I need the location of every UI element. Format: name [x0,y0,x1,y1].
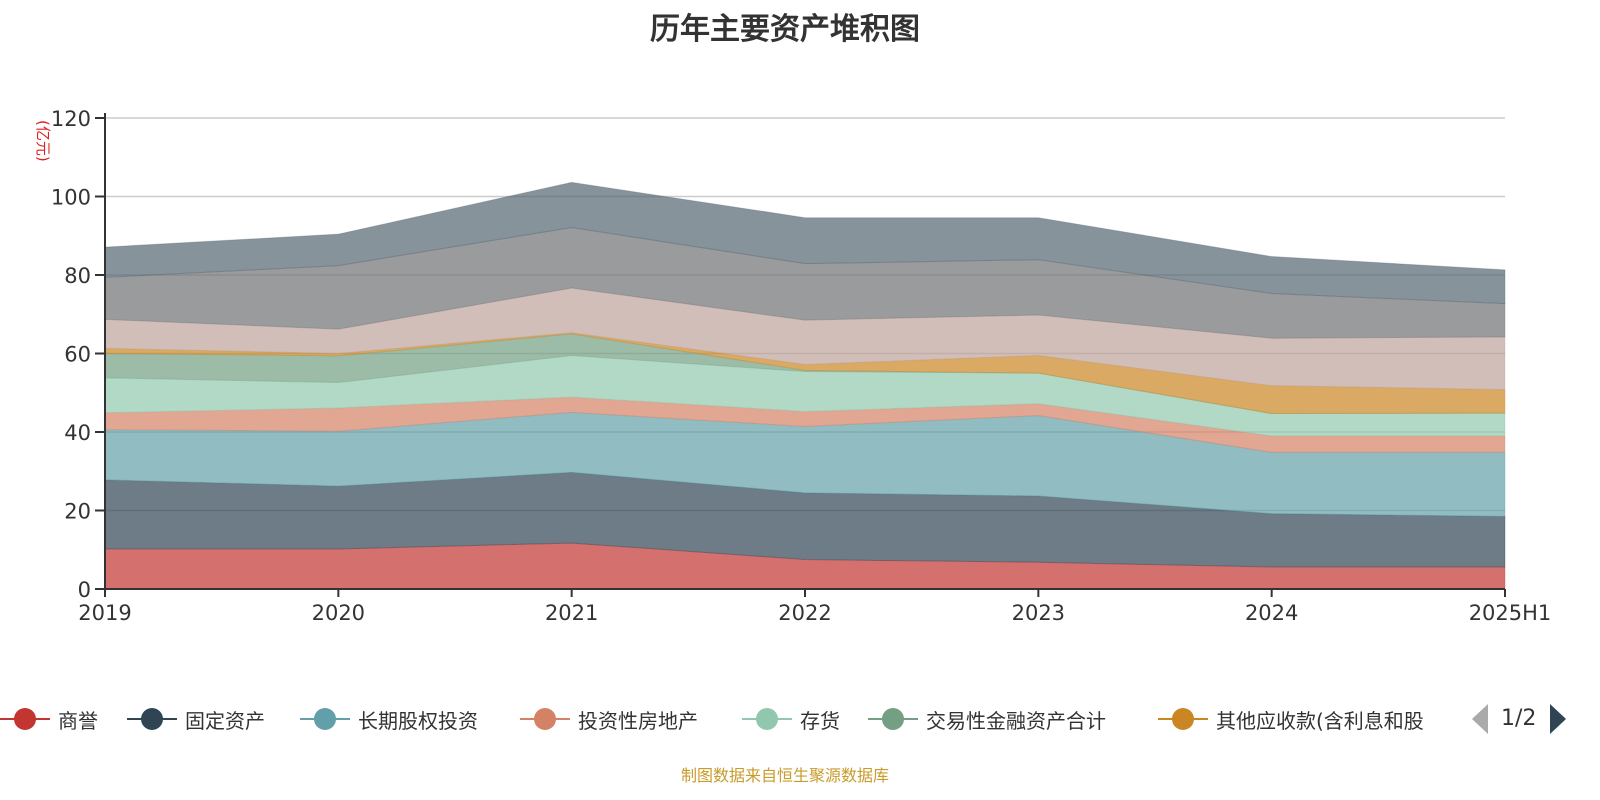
area-series-1 [104,471,1506,568]
legend-prev-arrow-icon[interactable] [1470,704,1490,740]
source-note: 制图数据来自恒生聚源数据库 [680,766,889,785]
legend-marker-icon [868,704,918,734]
legend-next-arrow-icon[interactable] [1548,704,1568,740]
x-tick-label: 2019 [78,601,131,625]
legend-label: 存货 [800,708,840,733]
area-series-6 [104,332,1506,415]
chart-title: 历年主要资产堆积图 [650,12,920,47]
legend-label: 投资性房地产 [578,708,698,733]
legend-item[interactable]: 交易性金融资产合计 [868,704,1106,734]
x-tick-label: 2025H1 [1469,601,1552,625]
legend-marker-icon [520,704,570,734]
y-tick-label: 80 [64,264,91,288]
area-series-9 [104,181,1506,305]
legend-item[interactable]: 商誉 [0,704,98,734]
legend-label: 交易性金融资产合计 [926,708,1106,733]
legend-marker-icon [742,704,792,734]
legend-page-indicator: 1/2 [1501,706,1537,731]
legend-marker-icon [127,704,177,734]
legend-item[interactable]: 其他应收款(含利息和股 [1158,704,1454,734]
legend-item[interactable]: 固定资产 [127,704,265,734]
legend-label: 长期股权投资 [358,708,478,733]
legend-item[interactable]: 长期股权投资 [300,704,478,734]
x-tick-label: 2020 [312,601,365,625]
legend-label: 商誉 [58,708,98,733]
y-tick-label: 20 [64,500,91,524]
area-series-8 [104,227,1506,339]
legend-marker-icon [1158,704,1208,734]
x-tick-label: 2023 [1012,601,1065,625]
y-tick-label: 100 [51,186,91,210]
y-tick-label: 0 [78,578,91,602]
legend-label: 其他应收款(含利息和股 [1216,708,1424,733]
legend-marker-icon [0,704,50,734]
y-tick-label: 120 [51,107,91,131]
legend-marker-icon [300,704,350,734]
x-tick-label: 2021 [545,601,598,625]
legend-label: 固定资产 [185,708,265,733]
y-axis-unit-label: (亿元) [34,120,52,162]
y-tick-label: 60 [64,343,91,367]
y-tick-label: 40 [64,421,91,445]
legend-item[interactable]: 存货 [742,704,840,734]
x-tick-label: 2024 [1245,601,1298,625]
x-tick-label: 2022 [778,601,831,625]
legend-item[interactable]: 投资性房地产 [520,704,698,734]
